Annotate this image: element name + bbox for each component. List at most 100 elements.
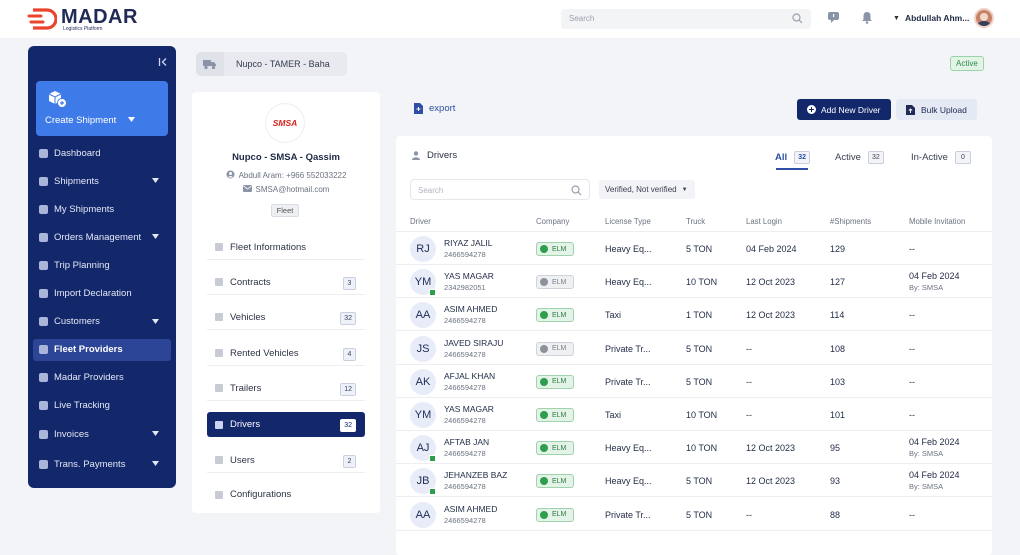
table-row[interactable]: AA ASIM AHMED 2466594278 ELM Private Tr... 5 …	[396, 498, 992, 531]
tab-count: 32	[794, 150, 811, 164]
user-menu[interactable]: ▼ Abdullah Ahm...	[893, 8, 995, 28]
menu-item-rented-vehicles[interactable]: Rented Vehicles 4	[207, 341, 365, 366]
breadcrumb[interactable]: Nupco - TAMER - Baha	[196, 52, 347, 76]
verification-filter-select[interactable]: Verified, Not verified ▼	[599, 180, 695, 199]
create-shipment-label: Create Shipment	[45, 115, 117, 126]
column-header-license-type[interactable]: License Type	[605, 217, 651, 226]
verified-badge-icon	[429, 455, 436, 463]
avatar: AK	[410, 368, 436, 395]
table-row[interactable]: JS JAVED SIRAJU 2466594278 ELM Private Tr...…	[396, 332, 992, 365]
driver-name[interactable]: AFTAB JAN	[444, 437, 490, 448]
vehicles-icon	[215, 313, 223, 321]
table-row[interactable]: YM YAS MAGAR 2466594278 ELM Taxi 10 TON -- 101 -…	[396, 398, 992, 431]
driver-name[interactable]: JAVED SIRAJU	[444, 337, 504, 348]
table-row[interactable]: JB JEHANZEB BAZ 2466594278 ELM Heavy Eq... 5 …	[396, 464, 992, 498]
count-badge: 2	[343, 455, 356, 468]
create-shipment-button[interactable]: Create Shipment	[36, 81, 168, 136]
app-logo[interactable]: MADAR Logistics Platform	[27, 6, 138, 32]
bell-icon[interactable]	[861, 11, 873, 24]
menu-item-drivers[interactable]: Drivers 32	[207, 412, 365, 437]
sidebar-item-trans-payments[interactable]: Trans. Payments	[33, 453, 171, 475]
shipment-count: 129	[830, 244, 846, 254]
mobile-invitation-date: --	[909, 376, 915, 387]
check-circle-icon	[540, 311, 548, 320]
license-type: Heavy Eq...	[605, 476, 652, 487]
company-card	[192, 92, 380, 513]
create-shipment-icon	[48, 91, 67, 108]
table-row[interactable]: RJ RIYAZ JALIL 2466594278 ELM Heavy Eq... 5 T…	[396, 232, 992, 265]
search-icon	[571, 185, 582, 196]
sidebar-item-label: Dashboard	[54, 147, 101, 159]
tab-active[interactable]: Active 32	[835, 148, 884, 166]
driver-search-input[interactable]: Search	[410, 179, 590, 200]
column-header-company[interactable]: Company	[536, 217, 570, 226]
driver-name[interactable]: YAS MAGAR	[444, 271, 494, 282]
driver-phone: 2466594278	[444, 250, 486, 259]
menu-item-label: Users	[230, 454, 255, 466]
menu-item-vehicles[interactable]: Vehicles 32	[207, 305, 365, 330]
driver-phone: 2342982051	[444, 283, 486, 293]
sidebar-item-orders-management[interactable]: Orders Management	[33, 226, 171, 248]
menu-item-fleet-informations[interactable]: Fleet Informations	[207, 235, 365, 260]
sidebar-item-label: Trans. Payments	[54, 458, 126, 470]
table-row[interactable]: AA ASIM AHMED 2466594278 ELM Taxi 1 TON 12 Oct…	[396, 298, 992, 332]
users-icon	[39, 317, 48, 327]
chat-icon[interactable]	[827, 11, 840, 24]
bulk-upload-button[interactable]: Bulk Upload	[896, 99, 977, 120]
drivers-icon	[215, 420, 223, 429]
column-header-last-login[interactable]: Last Login	[746, 217, 782, 226]
sidebar-item-my-shipments[interactable]: My Shipments	[33, 198, 171, 220]
avatar[interactable]	[974, 8, 995, 28]
menu-item-configurations[interactable]: Configurations	[207, 482, 365, 507]
caret-down-icon: ▼	[681, 186, 688, 193]
tab-count: 0	[954, 150, 971, 164]
column-header-driver[interactable]: Driver	[410, 217, 431, 226]
tab-all[interactable]: All 32	[775, 148, 811, 166]
column-header-shipments[interactable]: #Shipments	[830, 217, 872, 226]
menu-item-trailers[interactable]: Trailers 12	[207, 376, 365, 401]
driver-name[interactable]: AFJAL KHAN	[444, 370, 496, 381]
sidebar-item-live-tracking[interactable]: Live Tracking	[33, 395, 171, 417]
sidebar-item-dashboard[interactable]: Dashboard	[33, 142, 171, 164]
tab-in-active[interactable]: In-Active 0	[911, 148, 971, 166]
menu-item-contracts[interactable]: Contracts 3	[207, 270, 365, 295]
column-header-truck[interactable]: Truck	[686, 217, 706, 226]
sidebar-item-fleet-providers[interactable]: Fleet Providers	[33, 338, 171, 361]
global-search-input[interactable]: Search	[561, 9, 811, 29]
driver-name[interactable]: RIYAZ JALIL	[444, 238, 493, 248]
column-header-mobile-invitation[interactable]: Mobile Invitation	[909, 217, 966, 226]
add-new-driver-button[interactable]: Add New Driver	[797, 99, 891, 120]
driver-name[interactable]: ASIM AHMED	[444, 304, 498, 315]
driver-name[interactable]: ASIM AHMED	[444, 503, 498, 514]
add-new-driver-label: Add New Driver	[821, 104, 881, 115]
sidebar-item-invoices[interactable]: Invoices	[33, 423, 171, 445]
company-email-text[interactable]: SMSA@hotmail.com	[255, 185, 330, 194]
collapse-sidebar-icon[interactable]	[158, 57, 168, 67]
mobile-invitation-by: By: SMSA	[909, 482, 944, 492]
license-type: Heavy Eq...	[605, 244, 652, 254]
box-icon	[39, 176, 48, 186]
sidebar-item-madar-providers[interactable]: Madar Providers	[33, 367, 171, 389]
menu-item-users[interactable]: Users 2	[207, 448, 365, 473]
sidebar-item-shipments[interactable]: Shipments	[33, 170, 171, 192]
table-row[interactable]: AJ AFTAB JAN 2466594278 ELM Heavy Eq... 10 TO…	[396, 431, 992, 465]
count-badge: 3	[343, 277, 356, 290]
chevron-down-icon	[128, 117, 135, 122]
sidebar-item-customers[interactable]: Customers	[33, 311, 171, 333]
truck-icon	[39, 345, 48, 355]
chevron-down-icon	[152, 461, 159, 467]
avatar-initials: JB	[416, 475, 430, 488]
shipment-count: 93	[830, 476, 841, 487]
count-badge: 32	[340, 312, 356, 325]
driver-name[interactable]: JEHANZEB BAZ	[444, 470, 508, 481]
sidebar-item-import-declaration[interactable]: Import Declaration	[33, 283, 171, 305]
driver-name[interactable]: YAS MAGAR	[444, 404, 494, 414]
count-badge: 32	[340, 419, 356, 432]
invoice-icon	[39, 429, 48, 439]
mobile-invitation-date: 04 Feb 2024	[909, 437, 960, 448]
export-button[interactable]: export	[414, 103, 455, 114]
table-row[interactable]: YM YAS MAGAR 2342982051 ELM Heavy Eq... 10 TO…	[396, 265, 992, 299]
users-icon	[215, 456, 223, 464]
sidebar-item-trip-planning[interactable]: Trip Planning	[33, 254, 171, 276]
table-row[interactable]: AK AFJAL KHAN 2466594278 ELM Private Tr... 5 …	[396, 365, 992, 398]
